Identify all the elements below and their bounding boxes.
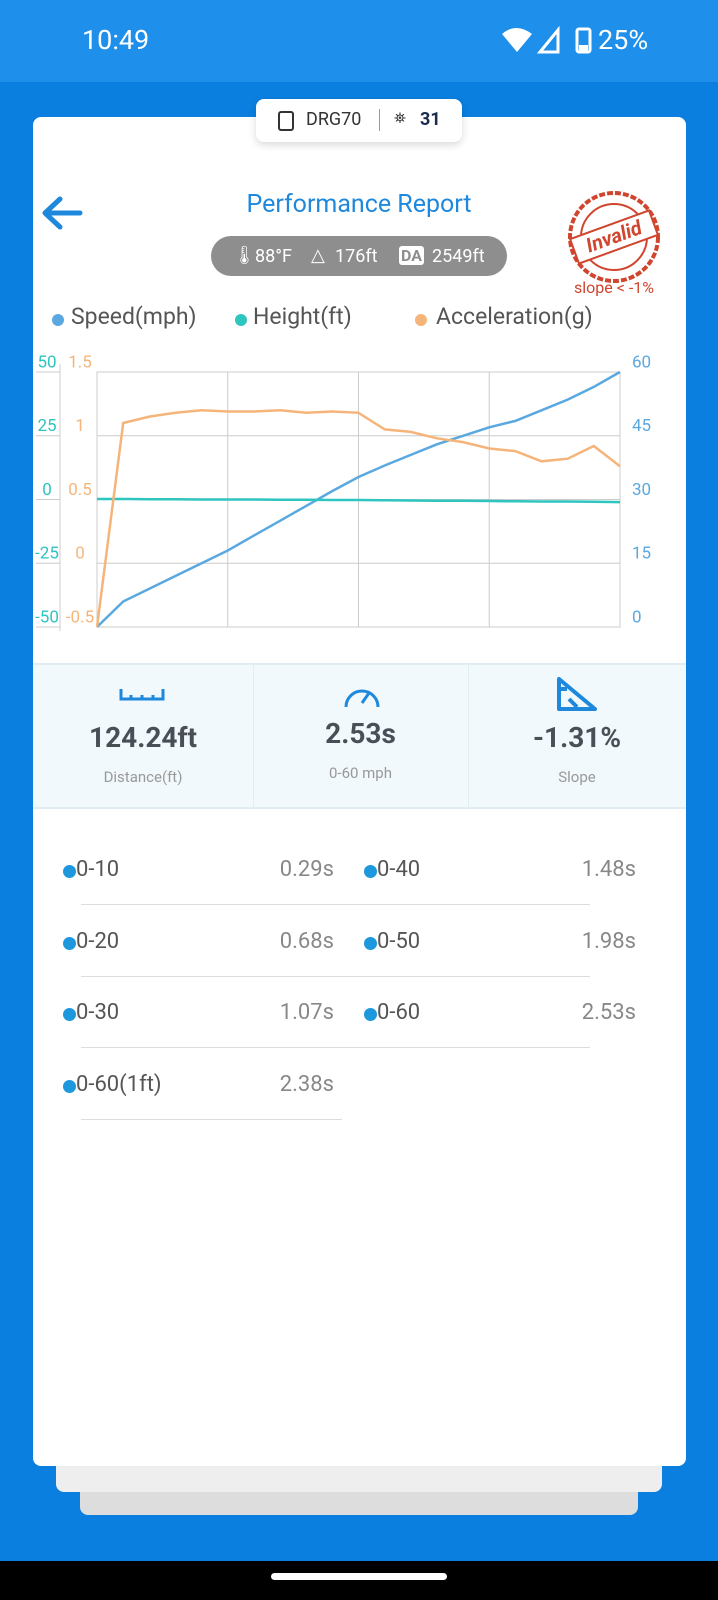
split-label: 0-10 <box>76 857 120 882</box>
legend-label: Speed(mph) <box>71 303 197 330</box>
stat-value: -1.31% <box>532 721 622 754</box>
legend-label: Acceleration(g) <box>436 303 593 330</box>
da-badge: DA <box>399 246 424 265</box>
legend-swatch <box>415 314 427 326</box>
page-title: Performance Report <box>246 190 472 219</box>
y-tick-label: 50 <box>37 352 56 372</box>
series-line <box>95 409 621 628</box>
density-altitude: 2549ft <box>432 246 485 267</box>
separator <box>81 904 590 905</box>
stat-label: 0-60 mph <box>329 764 392 782</box>
split-value: 1.48s <box>581 857 636 882</box>
home-indicator <box>271 1573 447 1580</box>
battery: 25% <box>598 24 649 56</box>
stat: -1.31% Slope <box>468 665 686 807</box>
split-label: 0-40 <box>377 857 421 882</box>
split-dot <box>364 936 377 950</box>
y-tick-label: 60 <box>632 352 651 372</box>
split-value: 0.68s <box>279 928 334 954</box>
split-value: 2.53s <box>581 1000 636 1025</box>
altitude: 176ft <box>335 246 378 267</box>
split-label: 0-20 <box>76 928 120 954</box>
y-tick-label: 30 <box>632 480 651 500</box>
split-dot <box>63 936 76 950</box>
y-tick-label: 1.5 <box>68 352 92 372</box>
conditions: 🌡 88°F △ 176ft DA 2549ft <box>211 236 507 276</box>
split-dot <box>364 1008 377 1021</box>
split-value: 0.29s <box>279 857 334 882</box>
split-label: 0-60 <box>377 1000 421 1025</box>
y-tick-label: 25 <box>37 416 56 436</box>
y-tick-label: 0 <box>42 480 52 500</box>
y-tick-label: 0.5 <box>68 480 92 500</box>
stat: 2.53s 0-60 mph <box>253 665 468 807</box>
y-tick-label: -50 <box>35 607 59 627</box>
stats-panel: 124.24ft Distance(ft) 2.53s 0-60 mph -1.31% S… <box>33 663 686 809</box>
stat-label: Slope <box>558 768 596 786</box>
stat-value: 124.24ft <box>89 721 197 754</box>
nav-bar <box>0 1561 718 1600</box>
stat-label: Distance(ft) <box>103 768 183 786</box>
status-icons <box>502 26 592 54</box>
legend-swatch <box>52 314 64 326</box>
split-dot <box>364 865 377 878</box>
y-tick-label: -0.5 <box>66 607 94 627</box>
gauge-icon <box>344 689 380 708</box>
legend-swatch <box>235 314 247 326</box>
chart: 0 15 30 45 60 -50 -25 0 25 50 -0.5 0 0.5 1 1.5 Speed(mp… <box>35 303 651 631</box>
stat-value: 2.53s <box>325 717 396 750</box>
split-label: 0-50 <box>377 928 421 954</box>
temperature: 88°F <box>255 246 292 267</box>
legend-label: Height(ft) <box>253 303 352 330</box>
stat: 124.24ft Distance(ft) <box>33 665 253 807</box>
distance-icon <box>119 689 165 701</box>
y-tick-label: 0 <box>75 544 85 564</box>
y-tick-label: -25 <box>35 544 59 564</box>
invalid-stamp: Invalid slope < -1% <box>568 191 660 297</box>
split-label: 0-30 <box>76 1000 120 1025</box>
y-tick-label: 15 <box>632 544 651 564</box>
y-tick-label: 1 <box>75 416 85 436</box>
y-tick-label: 0 <box>632 607 642 627</box>
time: 10:49 <box>82 24 150 56</box>
split-value: 2.38s <box>279 1071 334 1097</box>
stamp-note: slope < -1% <box>574 278 654 297</box>
split-dot <box>63 1079 76 1093</box>
device-name: DRG70 <box>306 109 362 130</box>
split-dot <box>63 1008 76 1021</box>
separator <box>81 1118 342 1120</box>
separator <box>81 1047 590 1048</box>
split-value: 1.98s <box>581 928 636 954</box>
series-line <box>97 497 621 504</box>
slope-icon <box>557 677 597 711</box>
device-pill[interactable]: DRG70 ⛯ 31 <box>256 99 462 142</box>
y-tick-label: 45 <box>632 416 651 436</box>
split-value: 1.07s <box>279 1000 334 1025</box>
split-dot <box>63 865 76 878</box>
satellite-count: 31 <box>420 109 441 130</box>
split-label: 0-60(1ft) <box>76 1071 162 1097</box>
separator <box>81 975 590 977</box>
back-button[interactable] <box>40 196 86 230</box>
series-line <box>96 370 621 628</box>
status-bar: 10:49 25% <box>0 0 718 82</box>
